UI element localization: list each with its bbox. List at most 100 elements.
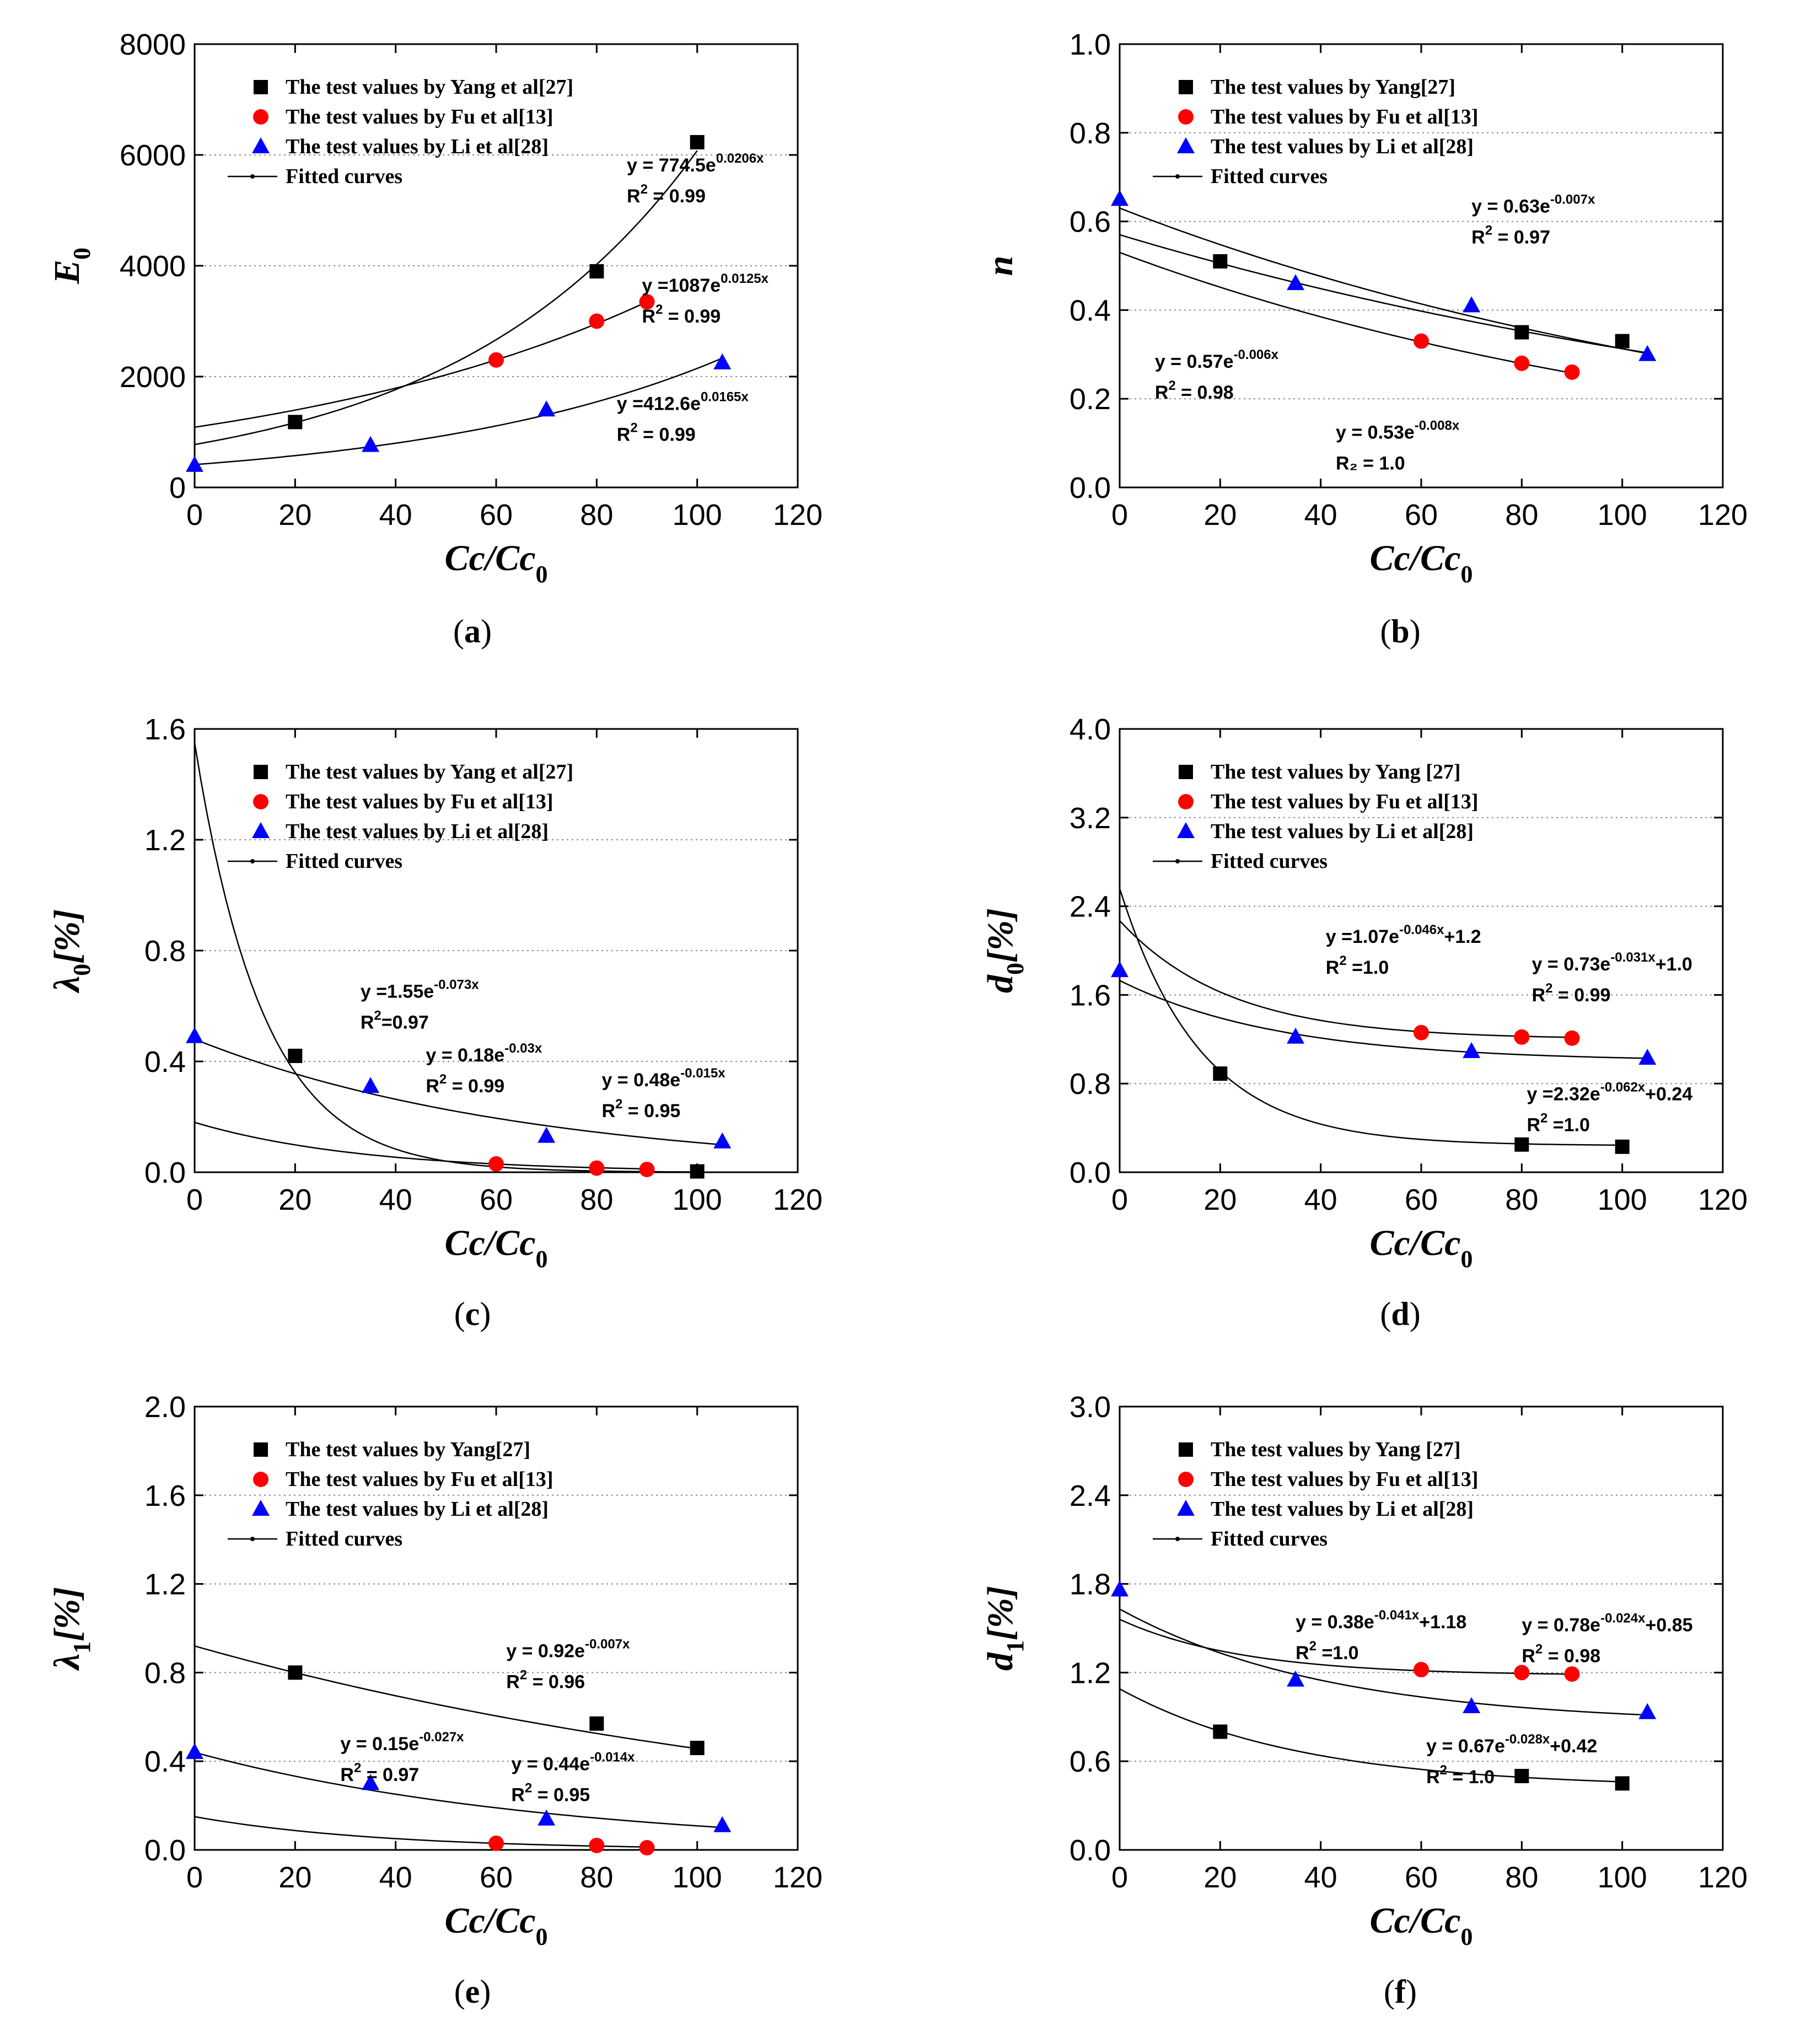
x-tick-label: 80 bbox=[1505, 498, 1538, 532]
fit-r-squared: R2 = 0.97 bbox=[1471, 223, 1550, 248]
data-point-square bbox=[690, 135, 705, 149]
x-tick-label: 0 bbox=[186, 1183, 203, 1216]
data-point-triangle bbox=[1111, 961, 1128, 978]
y-tick-label: 3.2 bbox=[1070, 802, 1111, 835]
y-tick-label: 2000 bbox=[120, 361, 186, 394]
data-point-square bbox=[1514, 1137, 1529, 1152]
y-tick-label: 0.6 bbox=[1070, 206, 1111, 239]
x-tick-label: 80 bbox=[580, 498, 613, 532]
x-tick-label: 60 bbox=[1405, 498, 1438, 532]
data-point-circle bbox=[488, 1156, 504, 1172]
x-tick-label: 120 bbox=[773, 498, 823, 532]
data-point-triangle bbox=[1638, 345, 1657, 361]
legend-entry: The test values by Yang et al[27] bbox=[286, 76, 573, 99]
x-tick-label: 0 bbox=[186, 1861, 203, 1894]
x-tick-label: 0 bbox=[1111, 1861, 1128, 1894]
legend-entry: The test values by Fu et al[13] bbox=[1211, 790, 1479, 813]
y-tick-label: 4.0 bbox=[1070, 713, 1111, 746]
x-tick-label: 100 bbox=[673, 498, 722, 532]
fit-r-squared: R2 = 0.98 bbox=[1155, 378, 1234, 403]
legend-entry: The test values by Fu et al[13] bbox=[286, 105, 553, 128]
fitted-curve-1 bbox=[194, 1645, 697, 1750]
y-tick-label: 8000 bbox=[120, 28, 186, 61]
x-tick-label: 20 bbox=[1203, 1861, 1237, 1894]
x-tick-label: 120 bbox=[1698, 1183, 1748, 1216]
fit-equation: y =1087e0.0125x bbox=[642, 271, 768, 296]
x-tick-label: 20 bbox=[278, 1861, 311, 1894]
legend-entry-fitted: Fitted curves bbox=[286, 165, 402, 188]
y-axis-label: λ0[%] bbox=[47, 909, 95, 994]
legend-line-marker bbox=[1175, 1537, 1180, 1541]
y-tick-label: 0 bbox=[169, 471, 186, 505]
fitted-curve-3 bbox=[194, 1038, 723, 1146]
y-axis-label: d0[%] bbox=[980, 908, 1029, 993]
chart-panel-a: 0 20 40 60 80 100 120 0 2000 4000 6000 8000 Cc/Cc0 E0… bbox=[47, 28, 823, 650]
x-tick-label: 100 bbox=[673, 1861, 722, 1894]
x-axis-label: Cc/Cc0 bbox=[1370, 1901, 1473, 1950]
legend-marker-square bbox=[1179, 765, 1193, 779]
y-tick-label: 0.0 bbox=[1070, 1834, 1111, 1867]
data-point-circle bbox=[1514, 1665, 1530, 1681]
data-point-square bbox=[1213, 1724, 1228, 1739]
data-point-triangle bbox=[362, 1774, 380, 1790]
y-tick-label: 0.8 bbox=[1070, 117, 1111, 150]
x-tick-label: 20 bbox=[278, 1183, 311, 1216]
fit-r-squared: R2 = 0.99 bbox=[642, 302, 721, 327]
data-point-circle bbox=[1514, 355, 1530, 371]
data-point-triangle bbox=[1287, 274, 1305, 291]
panel-caption: (f) bbox=[1384, 1973, 1417, 2010]
fit-equation: y = 774.5e0.0206x bbox=[627, 151, 764, 176]
x-tick-label: 120 bbox=[773, 1861, 823, 1894]
data-point-circle bbox=[589, 313, 605, 329]
y-tick-label: 4000 bbox=[120, 250, 186, 283]
fit-equation: y =1.55e-0.073x bbox=[361, 977, 479, 1002]
data-point-circle bbox=[1564, 1030, 1580, 1046]
data-point-circle bbox=[589, 1160, 605, 1176]
data-point-circle bbox=[1414, 333, 1429, 349]
legend-marker-circle bbox=[1178, 1472, 1194, 1487]
data-point-circle bbox=[589, 1837, 605, 1853]
legend-entry: The test values by Li et al[28] bbox=[286, 1498, 549, 1521]
data-point-square bbox=[589, 264, 604, 279]
y-axis-label: E0 bbox=[47, 248, 95, 285]
fitted-curve-2 bbox=[194, 1816, 647, 1848]
legend-line-marker bbox=[250, 1537, 255, 1541]
data-point-triangle bbox=[713, 1132, 732, 1149]
x-tick-label: 80 bbox=[580, 1861, 613, 1894]
chart-panel-c: 0 20 40 60 80 100 120 0.0 0.4 0.8 1.2 1.6 Cc/Cc0 λ0[%… bbox=[47, 713, 823, 1332]
data-point-square bbox=[690, 1741, 705, 1756]
data-point-square bbox=[1615, 334, 1630, 348]
legend-marker-triangle bbox=[1177, 137, 1195, 153]
y-tick-label: 0.8 bbox=[1070, 1067, 1111, 1101]
y-tick-label: 1.2 bbox=[144, 824, 186, 857]
legend-line-marker bbox=[250, 859, 255, 863]
fitted-curve-2 bbox=[1119, 234, 1648, 354]
data-point-triangle bbox=[538, 400, 556, 417]
legend-entry: The test values by Li et al[28] bbox=[1211, 135, 1474, 158]
panel-caption: (e) bbox=[454, 1973, 491, 2010]
x-tick-label: 100 bbox=[673, 1183, 722, 1216]
chart-panel-e: 0 20 40 60 80 100 120 0.0 0.4 0.8 1.2 1.6 2.0 Cc/Cc0 λ… bbox=[47, 1391, 823, 2010]
fit-equation: y = 0.78e-0.024x+0.85 bbox=[1522, 1611, 1692, 1635]
panel-caption: (c) bbox=[454, 1296, 491, 1332]
data-point-triangle bbox=[1287, 1670, 1305, 1687]
fit-equation: y = 0.38e-0.041x+1.18 bbox=[1296, 1608, 1466, 1633]
x-tick-label: 0 bbox=[1111, 498, 1128, 532]
legend-marker-square bbox=[1179, 80, 1193, 94]
x-axis-label: Cc/Cc0 bbox=[445, 1223, 548, 1273]
fit-equation: y =412.6e0.0165x bbox=[617, 389, 749, 414]
y-tick-label: 3.0 bbox=[1070, 1391, 1111, 1424]
legend-marker-triangle bbox=[252, 1500, 270, 1516]
fit-r-squared: R₂ = 1.0 bbox=[1336, 453, 1405, 474]
fitted-curve-3 bbox=[1119, 888, 1622, 1146]
data-point-circle bbox=[639, 1161, 655, 1177]
x-tick-label: 0 bbox=[1111, 1183, 1128, 1216]
data-point-circle bbox=[488, 352, 504, 368]
fit-equation: y =1.07e-0.046x+1.2 bbox=[1326, 922, 1481, 947]
x-tick-label: 40 bbox=[1304, 1861, 1337, 1894]
y-tick-label: 0.4 bbox=[1070, 294, 1111, 327]
x-tick-label: 80 bbox=[1505, 1861, 1538, 1894]
chart-panel-f: 0 20 40 60 80 100 120 0.0 0.6 1.2 1.8 2.4 3.0 Cc/Cc0 d… bbox=[980, 1391, 1748, 2010]
y-axis-label: λ1[%] bbox=[47, 1587, 95, 1671]
data-point-triangle bbox=[538, 1809, 556, 1826]
